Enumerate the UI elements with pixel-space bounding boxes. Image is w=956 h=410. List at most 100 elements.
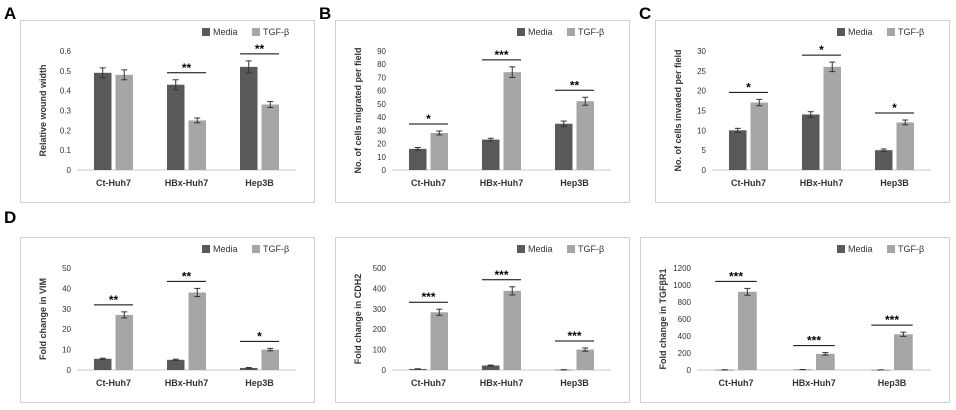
y-tick-label: 600: [678, 315, 692, 324]
bar-tgf: [261, 349, 280, 370]
y-tick-label: 60: [377, 87, 386, 96]
y-tick-label: 5: [702, 146, 707, 155]
chart-wound-width: Media TGF-β 0 0.1 0.2 0.3 0.4 0.5 0.6 Relative wo…: [20, 20, 315, 203]
legend-swatch-tgf: [252, 245, 260, 253]
x-tick-label: HBx-Huh7: [480, 178, 524, 188]
significance-label: ***: [421, 290, 435, 304]
bar-media: [481, 365, 500, 370]
y-tick-label: 0.3: [60, 107, 72, 116]
x-tick-label: Ct-Huh7: [731, 178, 766, 188]
y-tick-label: 1000: [673, 281, 691, 290]
y-tick-label: 40: [62, 284, 71, 293]
significance-label: **: [182, 61, 192, 75]
chart-svg: Media TGF-β 0 10 20 30 40 50 Fold change in VIM C…: [38, 244, 296, 388]
bar-tgf: [896, 122, 915, 170]
bar-tgf: [261, 104, 280, 170]
y-tick-label: 80: [377, 60, 386, 69]
significance-label: **: [570, 78, 580, 92]
panel-letter-c: C: [639, 4, 652, 23]
y-tick-label: 0.2: [60, 126, 72, 135]
significance-label: *: [892, 101, 897, 115]
panel-letter-d: D: [4, 208, 17, 227]
legend-label: Media: [848, 244, 873, 254]
y-axis-title: Fold change in CDH2: [353, 274, 363, 365]
y-axis-title: No. of cells invaded per field: [673, 49, 683, 171]
x-tick-label: Hep3B: [245, 378, 274, 388]
y-tick-label: 800: [678, 298, 692, 307]
chart-cells-migrated: Media TGF-β 0 10 20 30 40 50 60 70 80 90 No. of cell…: [335, 20, 630, 203]
y-tick-label: 50: [62, 264, 71, 273]
bar-media: [874, 150, 893, 170]
y-tick-label: 100: [373, 346, 387, 355]
legend-swatch-media: [517, 245, 525, 253]
significance-label: **: [255, 42, 265, 56]
chart-cdh2: Media TGF-β 0 100 200 300 400 500 Fold change in…: [335, 237, 630, 403]
y-tick-label: 40: [377, 113, 386, 122]
legend-swatch-tgf: [567, 245, 575, 253]
chart-svg: Media TGF-β 0 100 200 300 400 500 Fold change in…: [353, 244, 611, 388]
legend-label: TGF-β: [898, 244, 924, 254]
significance-label: *: [257, 329, 262, 343]
y-tick-label: 70: [377, 73, 386, 82]
y-tick-label: 50: [377, 100, 386, 109]
y-tick-label: 0.5: [60, 67, 72, 76]
x-tick-label: Ct-Huh7: [96, 378, 131, 388]
panel-letter-a: A: [4, 4, 17, 23]
x-tick-label: Ct-Huh7: [411, 178, 446, 188]
y-tick-label: 25: [697, 67, 706, 76]
bar-tgf: [894, 334, 913, 370]
y-tick-label: 400: [373, 284, 387, 293]
chart-svg: Media TGF-β 0 0.1 0.2 0.3 0.4 0.5 0.6 Relative wo…: [38, 27, 296, 188]
y-tick-label: 20: [697, 87, 706, 96]
chart-svg: Media TGF-β 0 10 20 30 40 50 60 70 80 90 No. of cell…: [353, 27, 611, 188]
bar-tgf: [576, 349, 595, 370]
y-tick-label: 10: [377, 153, 386, 162]
chart-svg: Media TGF-β 0 5 10 15 20 25 30 No. of cells invad…: [673, 27, 931, 188]
x-tick-label: Ct-Huh7: [411, 378, 446, 388]
bar-media: [801, 114, 820, 170]
bar-tgf: [823, 66, 842, 170]
bar-tgf: [115, 74, 134, 170]
legend-label: TGF-β: [898, 27, 924, 37]
x-tick-label: HBx-Huh7: [480, 378, 524, 388]
bar-tgf: [738, 291, 757, 370]
bar-tgf: [576, 101, 595, 170]
y-tick-label: 30: [377, 126, 386, 135]
y-tick-label: 0: [67, 366, 72, 375]
y-tick-label: 300: [373, 305, 387, 314]
y-tick-label: 0: [382, 166, 387, 175]
legend-label: Media: [848, 27, 873, 37]
bar-tgf: [115, 314, 134, 370]
x-tick-label: HBx-Huh7: [165, 178, 209, 188]
y-tick-label: 400: [678, 332, 692, 341]
y-tick-label: 200: [373, 325, 387, 334]
legend-label: Media: [528, 244, 553, 254]
x-tick-label: Hep3B: [560, 378, 589, 388]
bar-tgf: [188, 292, 207, 370]
x-tick-label: Hep3B: [245, 178, 274, 188]
bar-tgf: [188, 120, 207, 170]
bar-media: [554, 123, 573, 170]
chart-svg: Media TGF-β 0 200 400 600 800 1000 1200 Fold chan…: [658, 244, 931, 388]
significance-label: **: [182, 269, 192, 283]
significance-label: *: [426, 112, 431, 126]
bar-tgf: [430, 132, 449, 170]
legend-label: Media: [213, 244, 238, 254]
legend-swatch-media: [837, 245, 845, 253]
y-axis-title: No. of cells migrated per field: [353, 47, 363, 173]
y-tick-label: 0: [702, 166, 707, 175]
x-tick-label: Hep3B: [878, 378, 907, 388]
y-tick-label: 20: [62, 325, 71, 334]
panel-letter-b: B: [319, 4, 332, 23]
y-tick-label: 0: [382, 366, 387, 375]
y-axis-title: Fold change in VIM: [38, 278, 48, 360]
significance-label: ***: [885, 313, 899, 327]
legend-label: Media: [213, 27, 238, 37]
significance-label: *: [819, 43, 824, 57]
legend-swatch-media: [202, 28, 210, 36]
legend-label: TGF-β: [263, 27, 289, 37]
significance-label: ***: [494, 48, 508, 62]
bar-tgf: [503, 72, 522, 170]
x-tick-label: HBx-Huh7: [800, 178, 844, 188]
legend-swatch-media: [202, 245, 210, 253]
